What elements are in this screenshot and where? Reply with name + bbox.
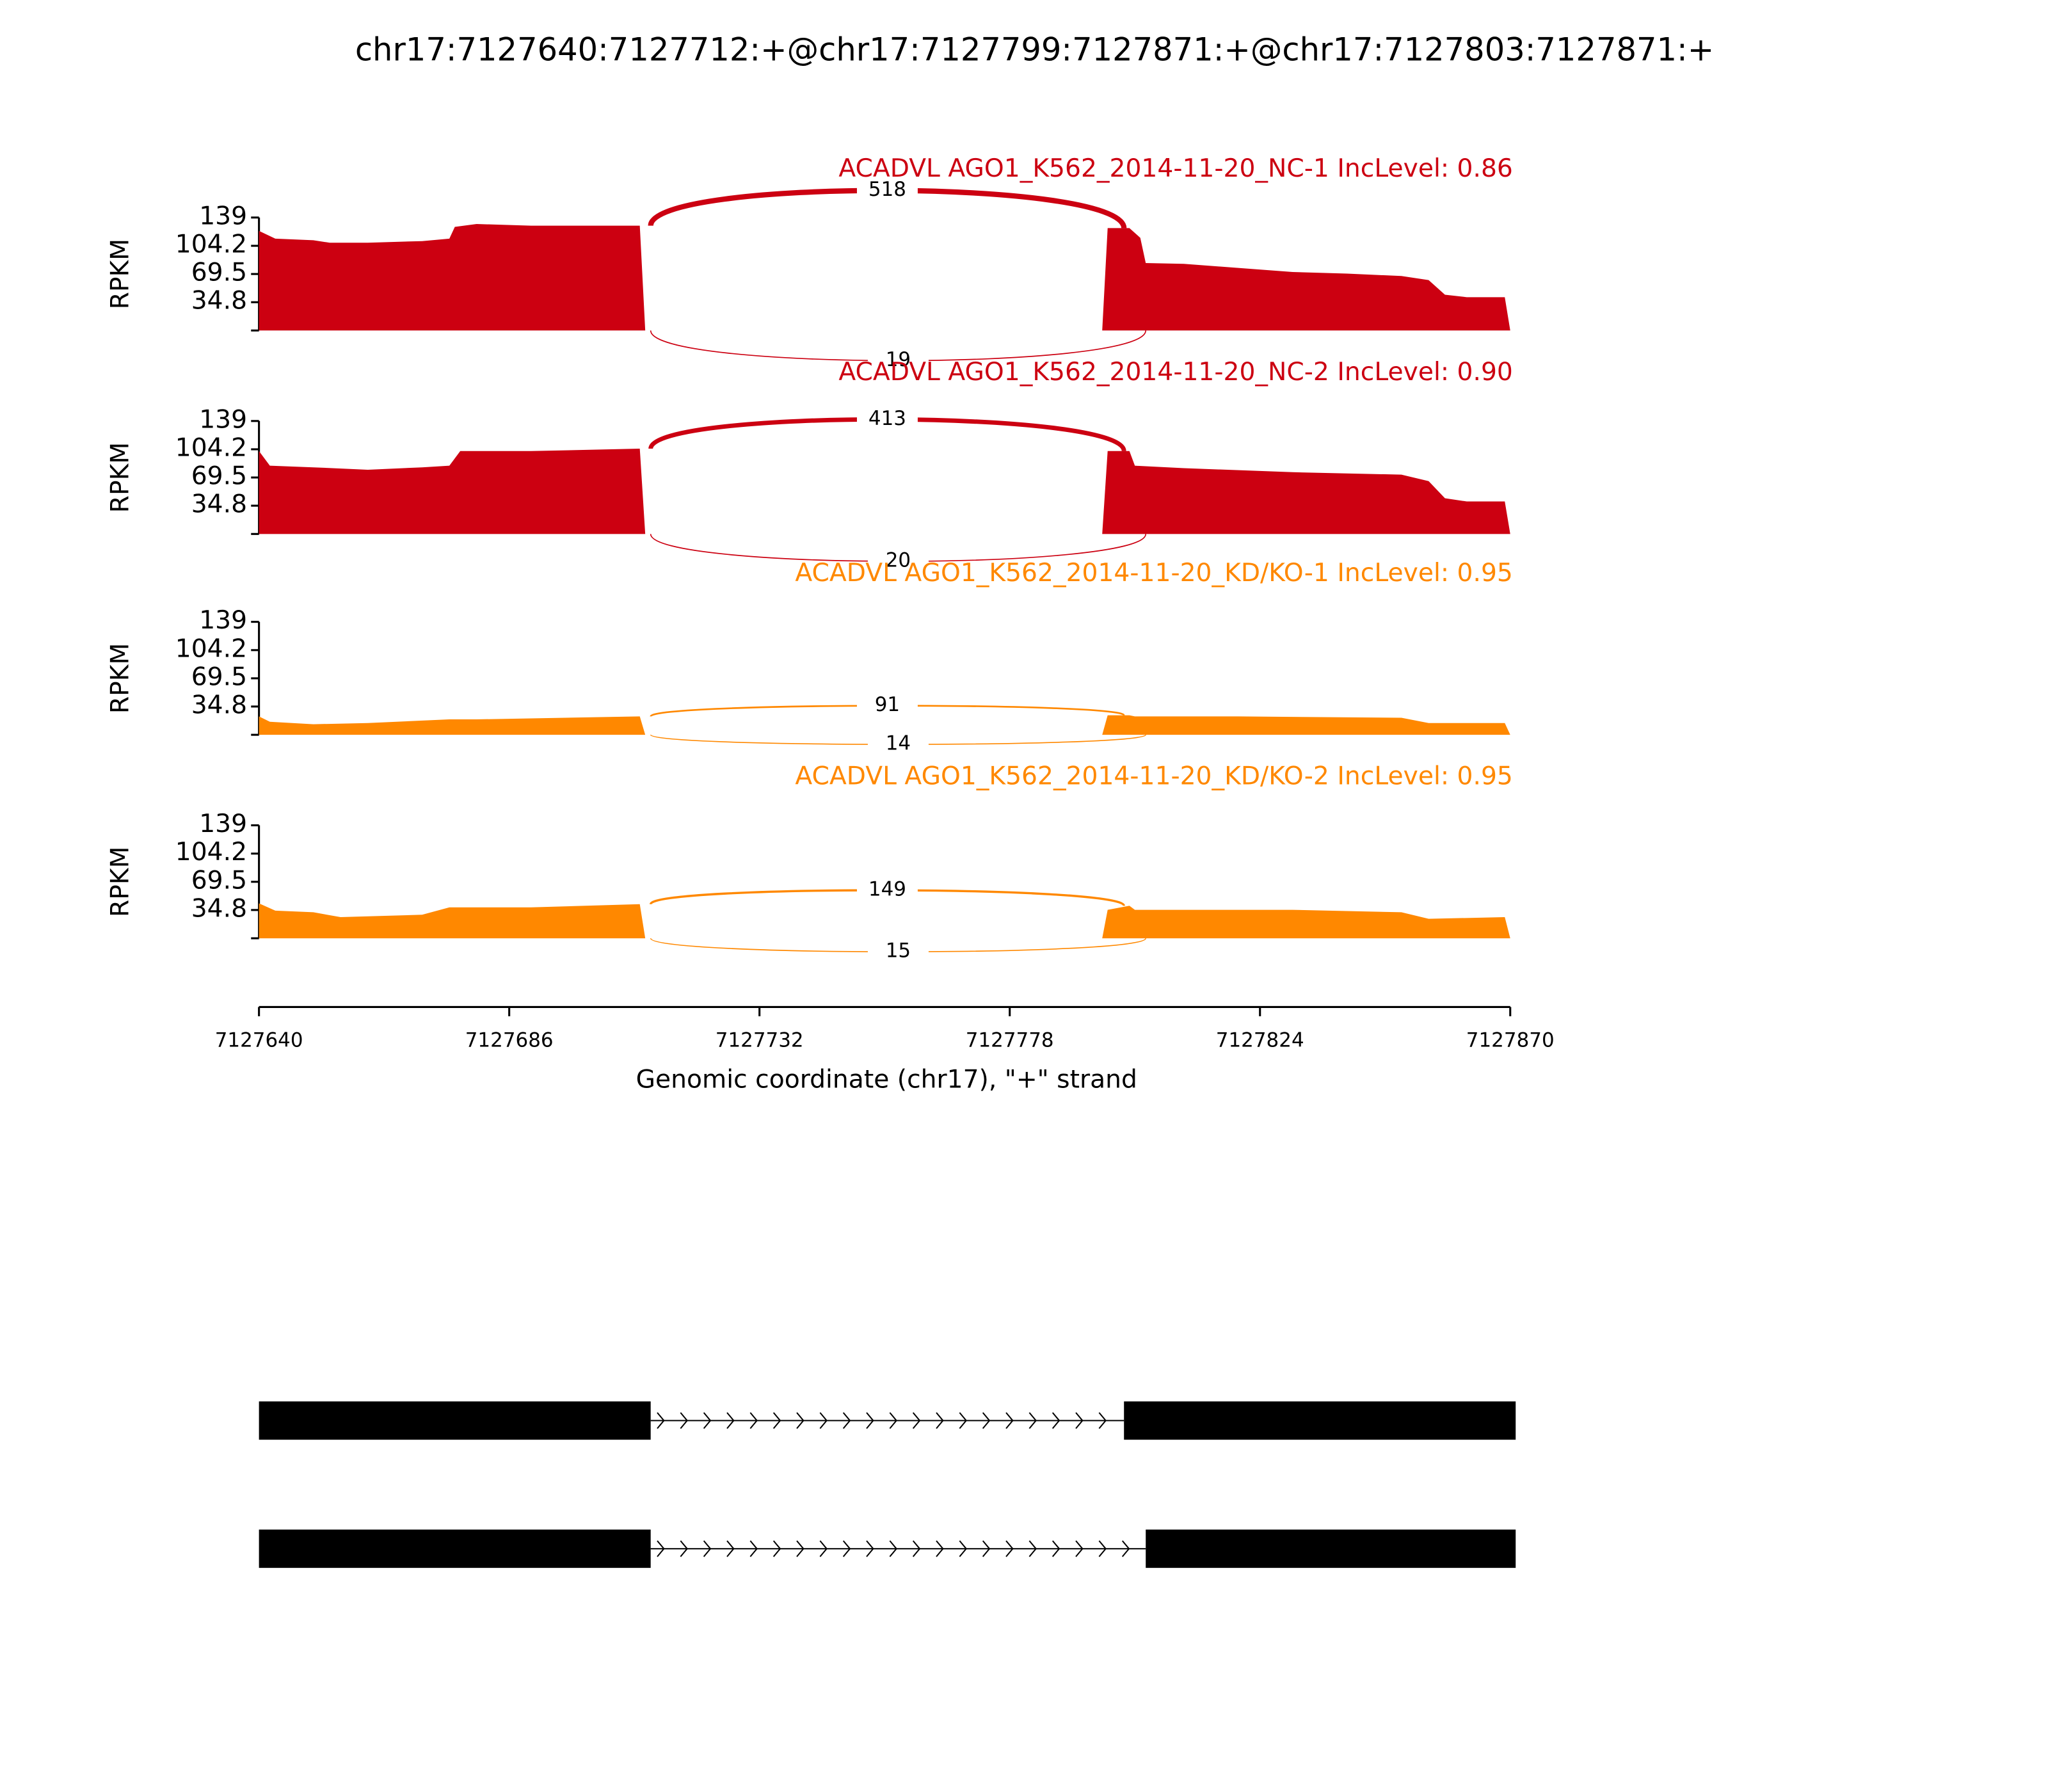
junction-label: 14 (886, 732, 911, 755)
junction-label: 149 (868, 878, 906, 901)
junction-label: 19 (886, 348, 911, 371)
strand-chevron (1121, 1540, 1130, 1557)
junction-label: 413 (868, 407, 906, 430)
exon (1146, 1529, 1516, 1568)
x-tick-label: 7127640 (215, 1029, 303, 1052)
strand-chevron (726, 1412, 735, 1429)
exon (1124, 1401, 1516, 1440)
strand-chevron (866, 1412, 874, 1429)
exon (259, 1401, 651, 1440)
x-tick-label: 7127870 (1466, 1029, 1555, 1052)
strand-chevron (819, 1540, 828, 1557)
junction-label-bg (856, 694, 918, 718)
junction-label-bg (867, 940, 929, 964)
strand-chevron (1005, 1540, 1014, 1557)
junction-label: 518 (868, 178, 906, 201)
track-label: ACADVL AGO1_K562_2014-11-20_KD/KO-1 IncL… (795, 559, 1512, 588)
strand-chevron (657, 1412, 665, 1429)
coverage-area (259, 715, 1510, 735)
strand-chevron (703, 1412, 712, 1429)
y-tick-label: 69.5 (191, 462, 247, 491)
junction-label-bg (867, 732, 929, 756)
y-tick-label: 34.8 (191, 287, 247, 316)
y-axis-label: RPKM (106, 643, 134, 714)
strand-chevron (796, 1412, 804, 1429)
junction-label-bg (856, 407, 918, 431)
strand-chevron (866, 1540, 874, 1557)
strand-chevron (819, 1412, 828, 1429)
strand-chevron (1028, 1412, 1037, 1429)
strand-chevron (680, 1540, 688, 1557)
junction-label: 15 (886, 940, 911, 963)
y-tick-label: 139 (199, 606, 247, 635)
strand-chevron (982, 1412, 991, 1429)
strand-chevron (1075, 1412, 1084, 1429)
chart-title: chr17:7127640:7127712:+@chr17:7127799:71… (355, 31, 1714, 68)
strand-chevron (772, 1540, 781, 1557)
track-label: ACADVL AGO1_K562_2014-11-20_NC-1 IncLeve… (838, 154, 1513, 183)
y-tick-label: 34.8 (191, 490, 247, 519)
coverage-area (259, 448, 1510, 534)
y-tick-label: 104.2 (175, 634, 247, 663)
track-label: ACADVL AGO1_K562_2014-11-20_NC-2 IncLeve… (838, 358, 1513, 387)
x-axis-label: Genomic coordinate (chr17), "+" strand (636, 1066, 1137, 1094)
junction-label-bg (867, 348, 929, 373)
coverage-area (259, 903, 1510, 939)
strand-chevron (889, 1540, 898, 1557)
junction-label-bg (867, 549, 929, 573)
y-tick-label: 69.5 (191, 662, 247, 691)
strand-chevron (959, 1540, 968, 1557)
strand-chevron (1075, 1540, 1084, 1557)
strand-chevron (657, 1540, 665, 1557)
y-tick-label: 69.5 (191, 866, 247, 895)
y-tick-label: 104.2 (175, 230, 247, 259)
y-tick-label: 139 (199, 405, 247, 434)
y-tick-label: 139 (199, 810, 247, 838)
strand-chevron (772, 1412, 781, 1429)
strand-chevron (1098, 1540, 1107, 1557)
junction-label-bg (856, 179, 918, 203)
junction-label: 91 (875, 693, 900, 716)
y-axis-label: RPKM (106, 442, 134, 513)
strand-chevron (749, 1540, 758, 1557)
x-tick-label: 7127732 (716, 1029, 804, 1052)
y-tick-label: 69.5 (191, 259, 247, 287)
strand-chevron (842, 1540, 851, 1557)
strand-chevron (889, 1412, 898, 1429)
strand-chevron (680, 1412, 688, 1429)
x-tick-label: 7127686 (465, 1029, 554, 1052)
y-tick-label: 104.2 (175, 838, 247, 867)
coverage-area (259, 224, 1510, 331)
strand-chevron (1052, 1540, 1060, 1557)
strand-chevron (749, 1412, 758, 1429)
strand-chevron (703, 1540, 712, 1557)
junction-label: 20 (886, 549, 911, 572)
y-tick-label: 104.2 (175, 433, 247, 462)
strand-chevron (959, 1412, 968, 1429)
x-tick-label: 7127824 (1216, 1029, 1304, 1052)
junction-label-bg (856, 878, 918, 902)
strand-chevron (1005, 1412, 1014, 1429)
y-tick-label: 34.8 (191, 894, 247, 923)
strand-chevron (842, 1412, 851, 1429)
strand-chevron (726, 1540, 735, 1557)
track-label: ACADVL AGO1_K562_2014-11-20_KD/KO-2 IncL… (795, 762, 1512, 791)
strand-chevron (936, 1412, 944, 1429)
strand-chevron (912, 1412, 921, 1429)
x-tick-label: 7127778 (966, 1029, 1054, 1052)
exon (259, 1529, 651, 1568)
strand-chevron (982, 1540, 991, 1557)
y-tick-label: 139 (199, 202, 247, 230)
strand-chevron (1028, 1540, 1037, 1557)
strand-chevron (1098, 1412, 1107, 1429)
strand-chevron (936, 1540, 944, 1557)
strand-chevron (796, 1540, 804, 1557)
strand-chevron (1052, 1412, 1060, 1429)
y-axis-label: RPKM (106, 239, 134, 309)
y-axis-label: RPKM (106, 847, 134, 917)
y-tick-label: 34.8 (191, 691, 247, 719)
strand-chevron (912, 1540, 921, 1557)
